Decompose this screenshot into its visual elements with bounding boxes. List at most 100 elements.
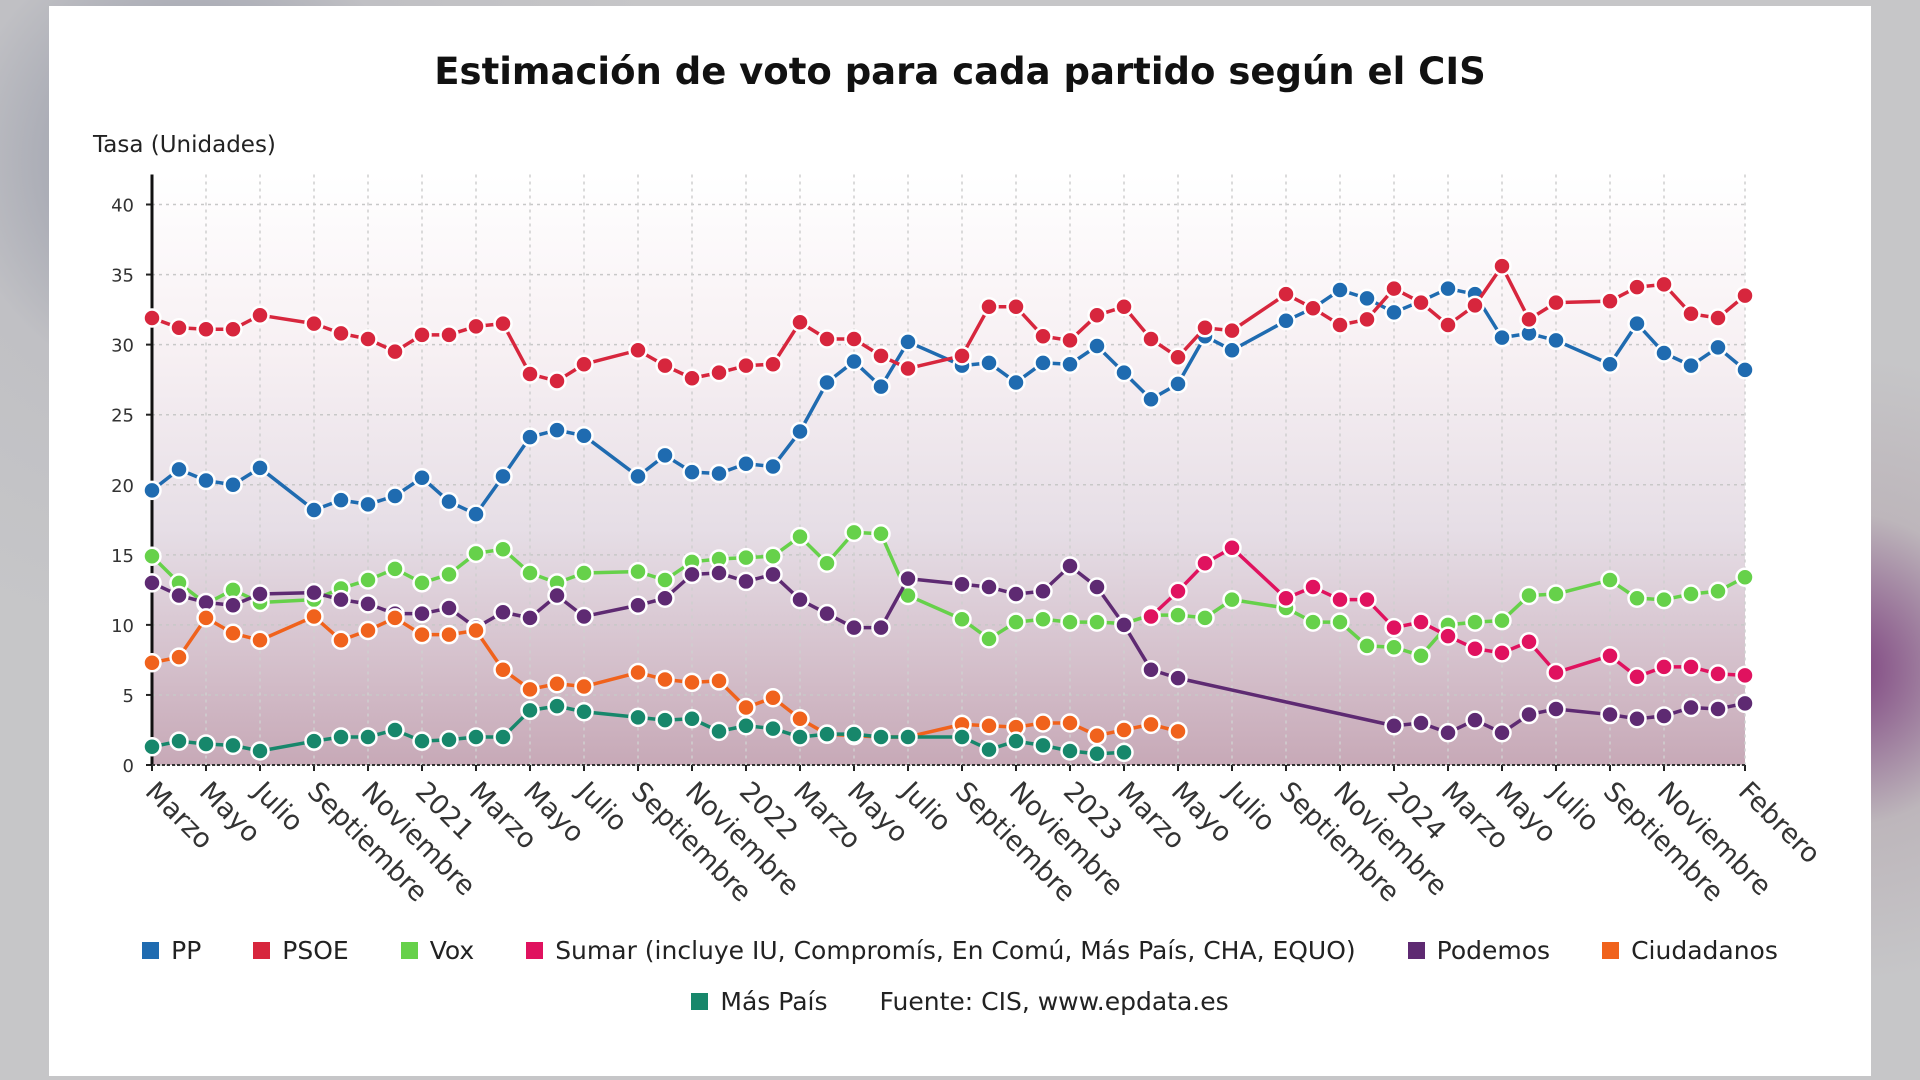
legend-item[interactable]: PP — [142, 936, 201, 965]
legend-item[interactable]: Sumar (incluye IU, Compromís, En Comú, M… — [526, 936, 1356, 965]
legend-item[interactable]: Más País — [691, 987, 827, 1016]
data-point — [493, 313, 513, 334]
data-point — [655, 445, 675, 466]
data-point — [1708, 308, 1728, 328]
data-point — [1033, 735, 1053, 756]
data-point — [682, 462, 702, 482]
data-point — [1438, 278, 1458, 299]
data-point — [169, 459, 189, 480]
data-point — [1519, 704, 1539, 725]
data-point — [1627, 313, 1647, 334]
legend-item[interactable]: Ciudadanos — [1602, 936, 1778, 965]
data-point — [1546, 584, 1566, 604]
data-point — [628, 466, 648, 487]
data-point — [493, 727, 513, 747]
data-point — [250, 305, 270, 325]
data-point — [520, 700, 540, 721]
data-point — [358, 620, 378, 641]
legend: PP PSOE Vox Sumar (incluye IU, Compromís, E… — [0, 936, 1920, 1038]
data-point — [142, 546, 162, 566]
data-point — [142, 573, 162, 593]
data-point — [1033, 353, 1053, 373]
data-point — [790, 709, 810, 729]
data-point — [1087, 305, 1107, 325]
data-point — [1546, 662, 1566, 683]
data-point — [844, 351, 864, 372]
data-point — [1168, 605, 1188, 625]
data-point — [358, 594, 378, 614]
data-point — [628, 340, 648, 360]
data-point — [1654, 657, 1674, 677]
data-point — [763, 687, 783, 708]
y-tick-label: 40 — [111, 196, 134, 217]
data-point — [844, 522, 864, 543]
data-point — [1087, 336, 1107, 356]
legend-item[interactable]: PSOE — [253, 936, 349, 965]
data-point — [223, 623, 243, 644]
data-point — [1519, 631, 1539, 652]
y-tick-label: 15 — [111, 546, 134, 567]
data-point — [952, 574, 972, 594]
data-point — [1546, 330, 1566, 351]
data-point — [1681, 657, 1701, 677]
data-point — [466, 316, 486, 337]
data-point — [1627, 277, 1647, 297]
data-point — [1087, 577, 1107, 597]
data-point — [979, 716, 999, 736]
data-point — [385, 559, 405, 579]
legend-swatch — [526, 942, 544, 959]
legend-item[interactable]: Vox — [400, 936, 474, 965]
legend-swatch — [1602, 942, 1620, 959]
data-point — [223, 595, 243, 616]
data-point — [1168, 374, 1188, 394]
data-point — [1006, 584, 1026, 604]
data-point — [817, 372, 837, 393]
data-point — [844, 329, 864, 349]
data-point — [142, 308, 162, 328]
data-point — [952, 609, 972, 630]
data-point — [1384, 637, 1404, 658]
data-point — [169, 647, 189, 667]
data-point — [817, 724, 837, 744]
data-point — [871, 617, 891, 638]
data-point — [385, 486, 405, 506]
data-point — [1492, 723, 1512, 743]
data-point — [1087, 744, 1107, 764]
data-point — [1735, 693, 1755, 714]
legend-label: Más País — [720, 987, 828, 1016]
legend-item[interactable]: Podemos — [1407, 936, 1550, 965]
data-point — [1033, 581, 1053, 601]
data-point — [1060, 741, 1080, 761]
data-point — [1060, 556, 1080, 576]
data-point — [736, 716, 756, 736]
data-point — [1465, 612, 1485, 632]
data-point — [358, 329, 378, 349]
data-point — [385, 720, 405, 740]
data-point — [736, 571, 756, 592]
data-point — [1276, 284, 1296, 304]
data-point — [1411, 713, 1431, 733]
data-point — [871, 346, 891, 366]
data-point — [682, 564, 702, 585]
data-point — [790, 727, 810, 747]
data-point — [1384, 716, 1404, 736]
data-point — [1600, 570, 1620, 590]
data-point — [1654, 589, 1674, 610]
data-point — [1357, 636, 1377, 656]
data-point — [358, 727, 378, 747]
data-point — [1330, 589, 1350, 610]
data-point — [1087, 725, 1107, 746]
data-point — [1384, 617, 1404, 638]
data-point — [385, 608, 405, 628]
data-point — [1600, 704, 1620, 725]
data-point — [223, 319, 243, 339]
data-point — [1222, 589, 1242, 610]
data-point — [1087, 612, 1107, 632]
data-point — [1438, 315, 1458, 335]
data-point — [736, 547, 756, 568]
legend-label: Ciudadanos — [1631, 936, 1778, 965]
data-point — [1708, 337, 1728, 358]
data-point — [1222, 320, 1242, 341]
data-point — [628, 662, 648, 683]
data-point — [655, 588, 675, 609]
